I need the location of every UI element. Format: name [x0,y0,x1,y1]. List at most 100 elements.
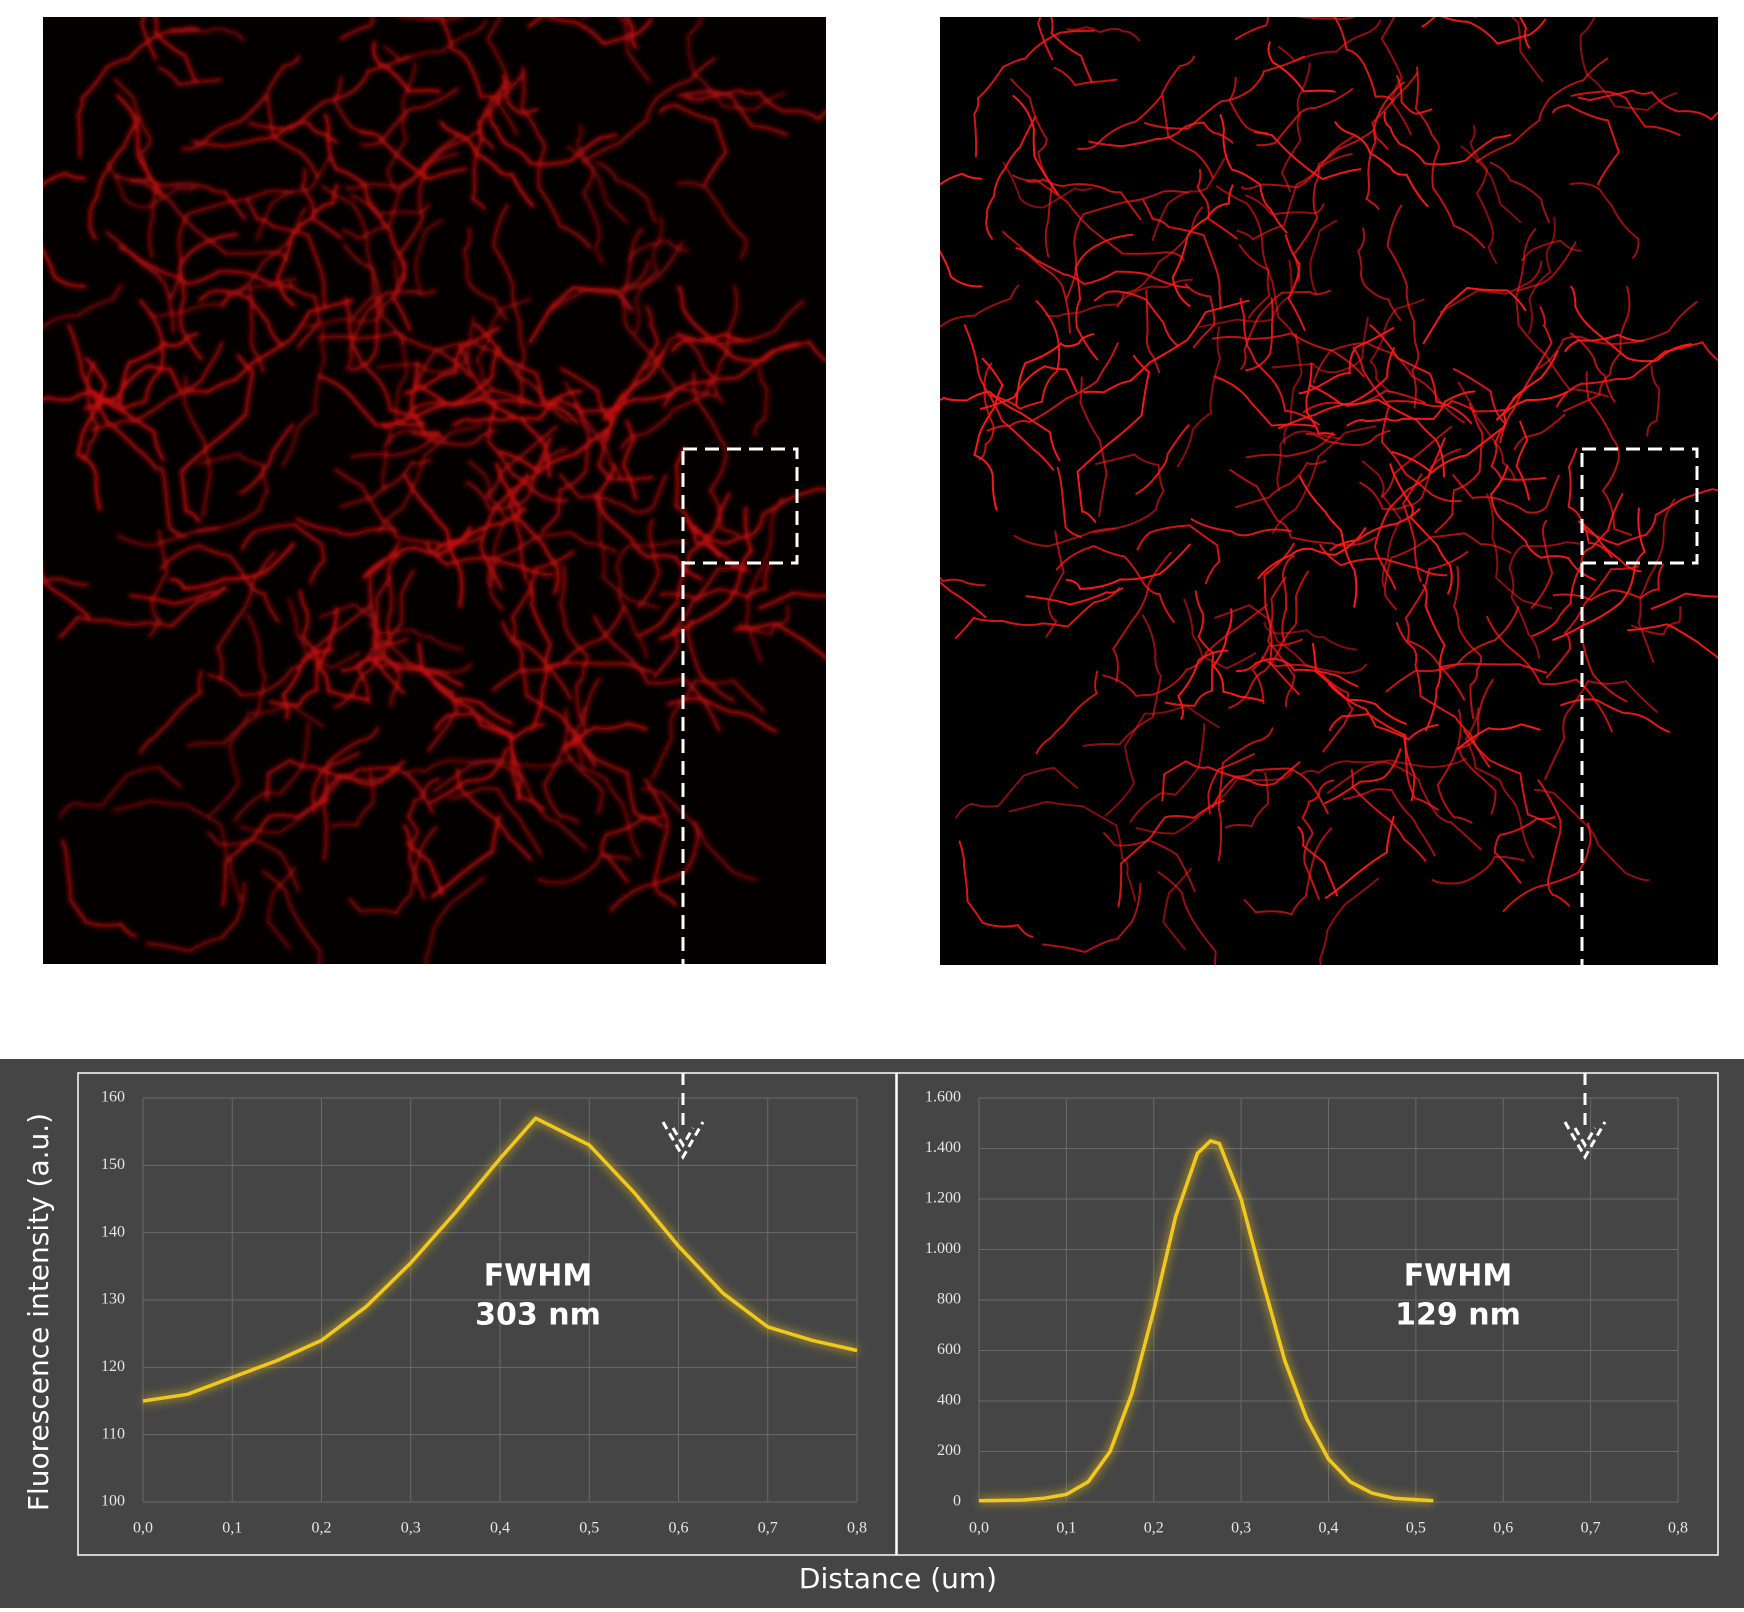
filament [1267,576,1296,708]
filament [1074,233,1134,361]
filament [1245,194,1325,216]
x-tick-label: 0,2 [312,1520,332,1537]
filament [1002,161,1093,209]
filament [485,17,519,137]
filament [411,428,498,447]
filament [1515,420,1530,501]
filament [186,613,267,747]
filament [1271,316,1369,374]
filament [1486,615,1613,733]
filament [527,582,553,732]
chart-frame [896,1072,1719,1556]
filament [280,325,327,468]
arrow-head [661,1121,705,1161]
roi-markers [681,447,1699,965]
filament [118,332,199,406]
filament [439,120,535,208]
filament [288,282,321,349]
filament [1493,816,1556,884]
filament [1552,104,1621,186]
filament [233,721,310,823]
filament [488,110,618,166]
x-tick-label: 0,0 [969,1520,989,1537]
filament [1555,341,1718,408]
filament [339,656,464,688]
filament [249,288,266,374]
filament [621,419,638,501]
annotation: FWHM [484,1259,593,1294]
filament [1015,333,1095,406]
filament [377,424,483,535]
filament [1464,707,1535,859]
filament [1211,332,1365,378]
filament [1010,78,1054,258]
filament [570,705,642,859]
filament [1212,608,1264,702]
filament [58,586,225,640]
filament [1008,800,1136,902]
filament [196,452,270,534]
filament [470,80,512,211]
filament [582,56,717,164]
annotation: 129 nm [1395,1298,1521,1333]
filament [1263,621,1358,651]
filament [1577,89,1718,121]
filament [619,412,673,451]
filament [76,29,200,158]
filament [179,353,255,523]
y-tick-label: 150 [101,1156,125,1173]
filament [474,323,579,425]
filament [1534,301,1698,371]
filament [1303,389,1427,414]
filament [365,655,461,753]
filament [563,722,649,750]
filament [406,756,574,775]
filament [1092,453,1165,534]
filament [1530,519,1554,609]
filament [1570,90,1681,137]
x-tick-label: 0,4 [490,1520,510,1537]
filament [1002,231,1071,334]
filament [1238,244,1271,319]
filament [1236,152,1353,241]
filament [1065,543,1191,591]
y-tick-label: 600 [937,1341,961,1358]
filament [1329,712,1416,802]
filament [1176,326,1222,468]
filaments [940,17,1718,965]
filament [429,746,509,804]
filament [1239,297,1320,426]
filament [349,430,440,459]
filament [208,703,326,817]
filament [1012,174,1185,262]
filament [592,491,660,610]
x-tick-label: 0,3 [401,1520,421,1537]
filament [329,770,375,829]
filament [1386,204,1420,409]
filament [1495,350,1559,421]
filament [255,156,331,242]
filament [43,579,91,618]
filament [1240,135,1356,190]
filament [1056,466,1082,539]
x-tick-label: 0,8 [1668,1520,1688,1537]
filament [1402,473,1423,583]
filament [1380,425,1453,498]
filament [569,727,664,828]
filament [539,401,591,534]
filament [406,777,441,900]
filament [1552,507,1646,641]
filament [1569,332,1616,403]
filament [1157,871,1217,965]
filament [753,365,769,437]
filament [1346,390,1476,427]
filament [1422,286,1527,345]
filament [627,239,690,262]
filament [1207,753,1255,815]
filament [658,506,754,641]
filament [403,474,464,608]
filament [978,362,995,461]
filament [1319,877,1380,965]
filament [1508,541,1581,659]
filament [372,40,442,94]
